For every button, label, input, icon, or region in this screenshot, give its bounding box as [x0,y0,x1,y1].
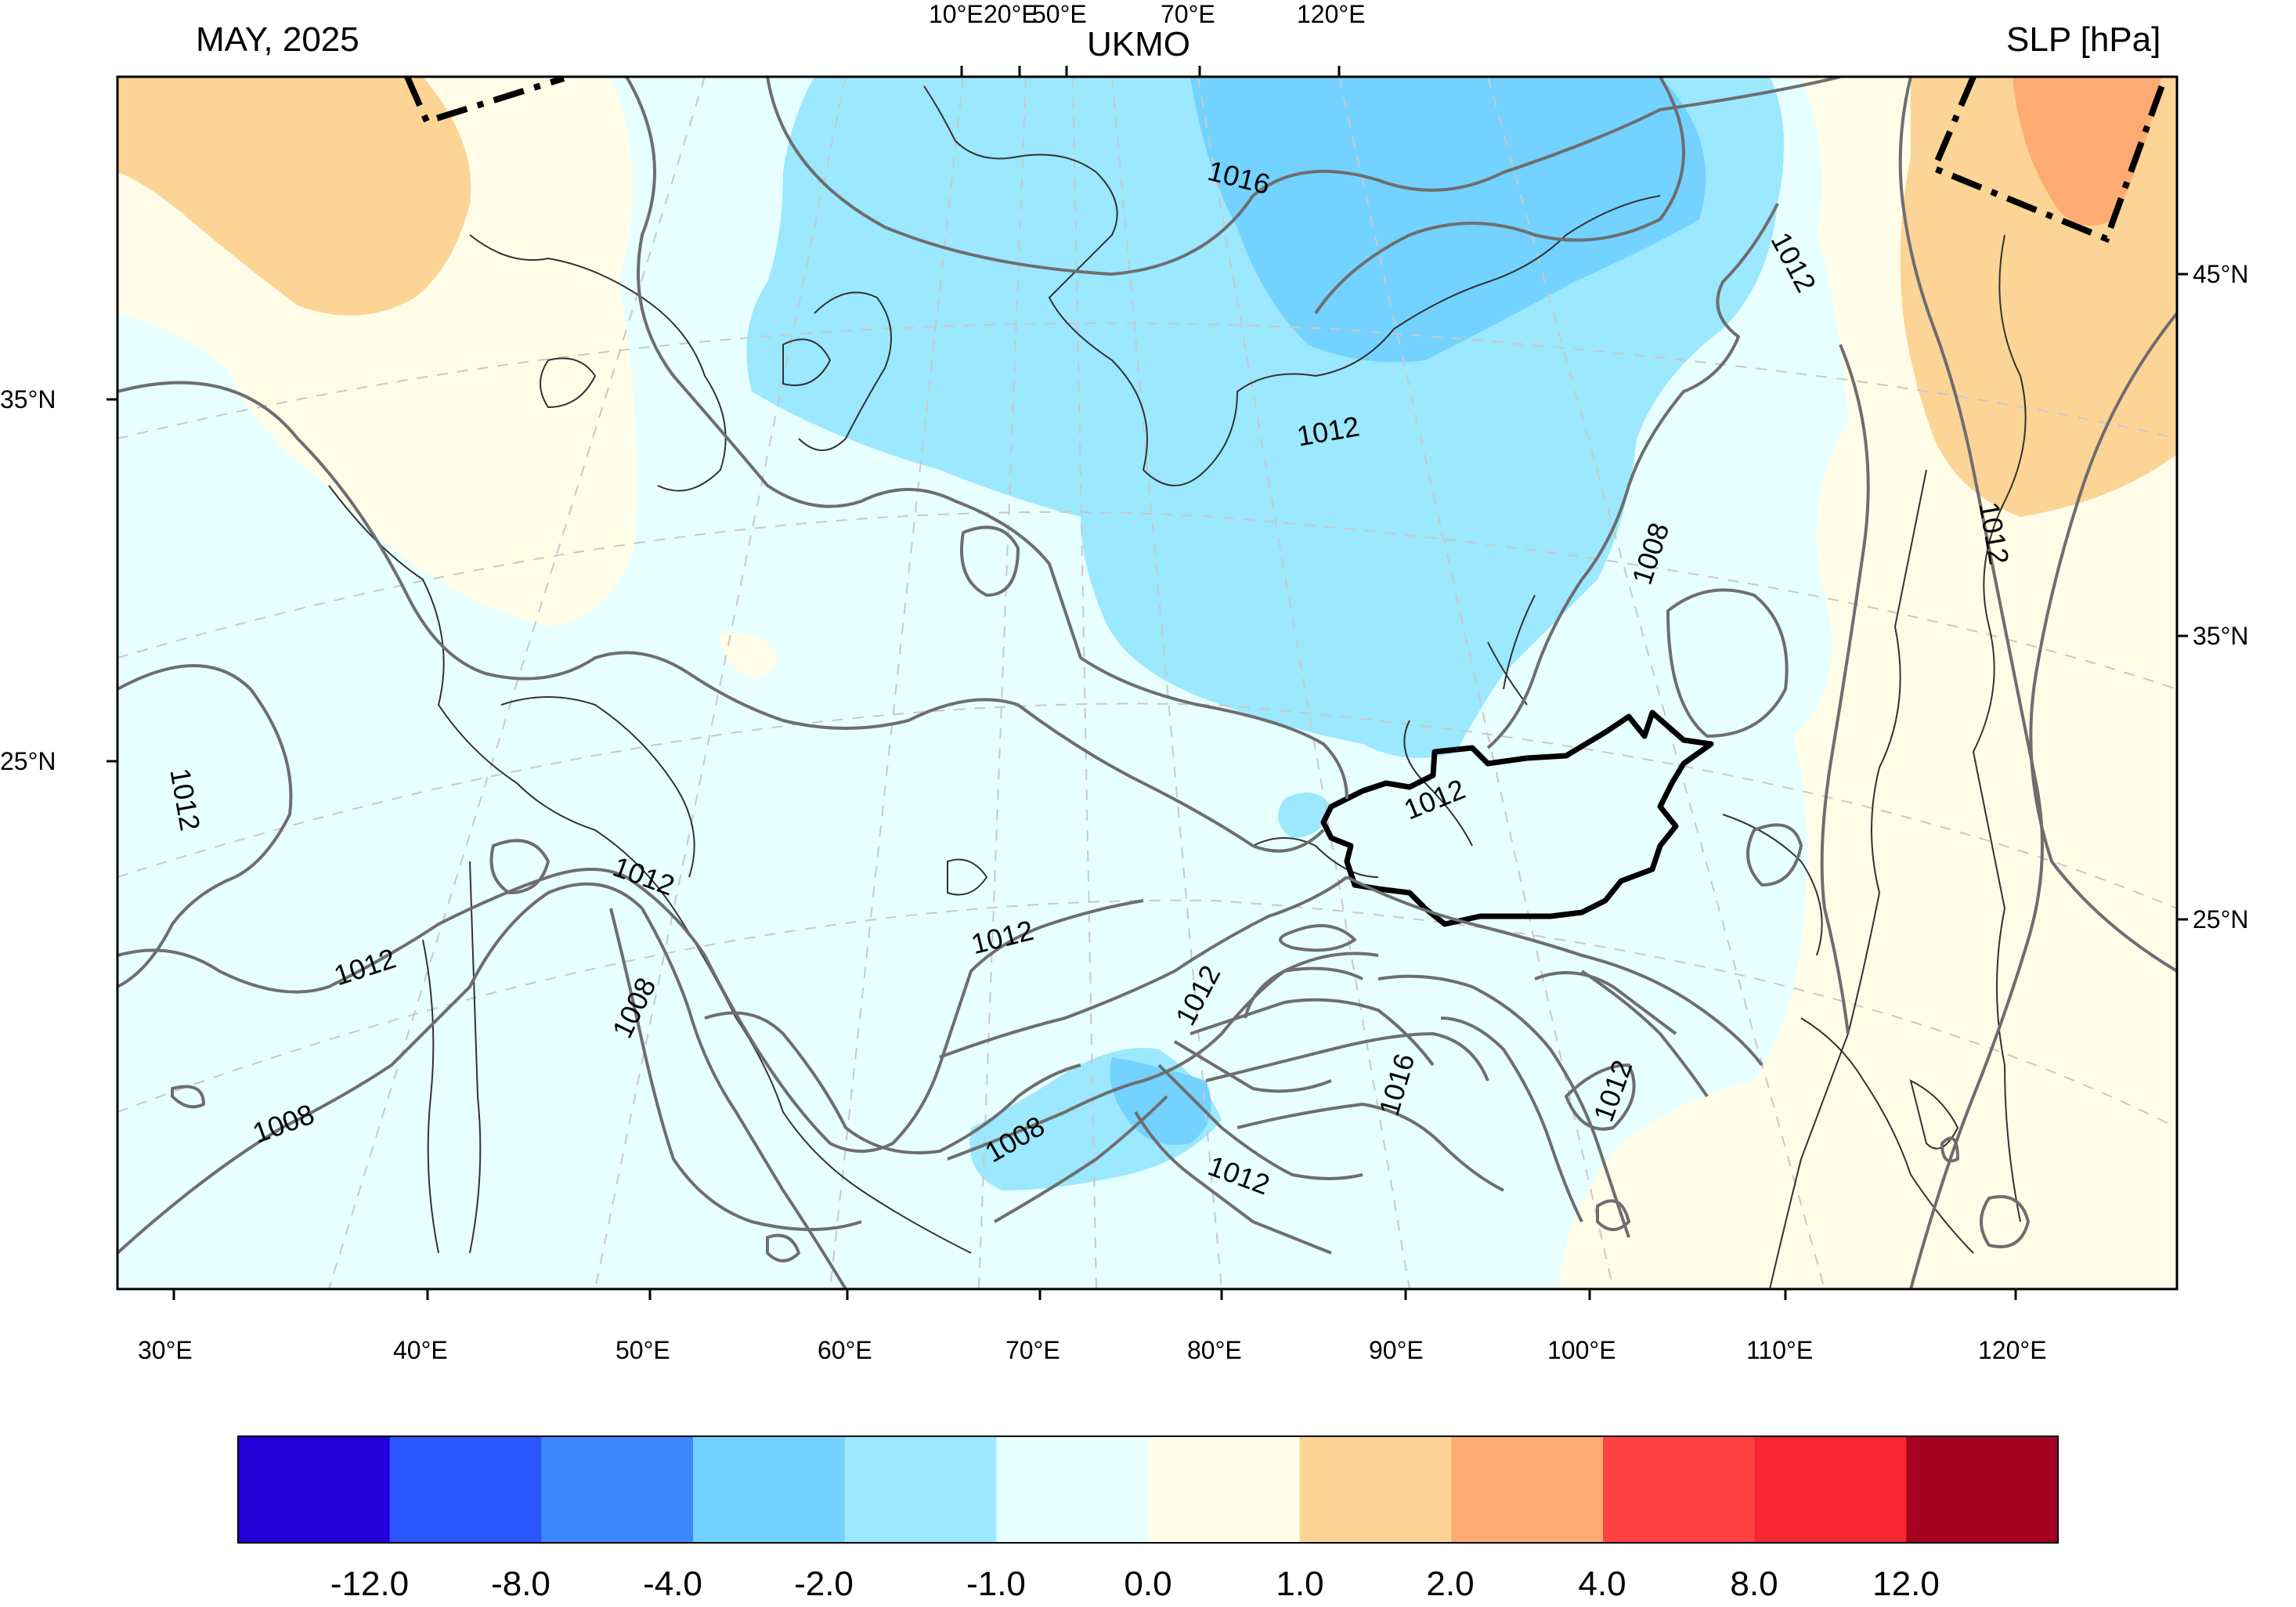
map-frame [116,75,2179,1291]
mongolia-outline [1320,710,1714,927]
variable-label: SLP [hPa] [2006,20,2161,59]
anomaly-positive-patch [720,632,777,677]
bottom-lon-tick: 100°E [1547,1336,1616,1364]
region-box-ne [1930,77,2168,244]
colorbar-tick: -4.0 [643,1565,702,1603]
colorbar-tick: 0.0 [1124,1565,1172,1603]
bottom-lon-tick: 80°E [1187,1336,1242,1364]
top-lon-tick: 120°E [1297,0,1366,28]
colorbar-tick: 2.0 [1426,1565,1475,1603]
side-tick-marks [106,273,2188,921]
left-lat-tick: 25°N [0,747,56,775]
bottom-lon-tick: 120°E [1978,1336,2047,1364]
bottom-lon-tick: 60°E [818,1336,872,1364]
region-box-nw [404,77,565,125]
top-lon-tick: 20°E [984,0,1038,28]
anomaly-negative4-north [1190,77,1706,363]
bottom-lon-tick: 90°E [1369,1336,1424,1364]
colorbar-tick: -2.0 [794,1565,854,1603]
bottom-tick-marks [172,1289,2017,1300]
colorbar-tick: -1.0 [966,1565,1026,1603]
right-lat-tick: 35°N [2193,622,2249,650]
top-lon-tick: 70°E [1161,0,1215,28]
bottom-lon-tick: 70°E [1005,1336,1060,1364]
bottom-lon-tick: 30°E [138,1336,193,1364]
left-lat-tick: 35°N [0,385,56,413]
bottom-lon-tick: 50°E [616,1336,670,1364]
isobars [117,77,2177,1289]
anomaly-negative2-patch [1278,793,1331,838]
anomaly-positive4-ne [2013,77,2161,226]
top-tick-marks [960,66,1341,77]
bottom-lon-tick: 110°E [1746,1336,1814,1364]
graticule [117,77,2177,1289]
colorbar-tick: -12.0 [330,1565,410,1603]
colorbar-tick: 4.0 [1578,1565,1626,1603]
top-lon-tick: 50°E [1032,0,1087,28]
model-label: UKMO [1087,25,1190,63]
map-date-label: MAY, 2025 [196,20,359,59]
anomaly-positive2-nw [117,77,471,316]
bottom-lon-tick: 40°E [393,1336,448,1364]
top-lon-tick: 10°E [929,0,984,28]
colorbar-tick: 8.0 [1730,1565,1778,1603]
coastlines [328,85,2027,1289]
colorbar-tick: -8.0 [491,1565,551,1603]
right-lat-tick: 25°N [2193,905,2249,934]
colorbar-tick: 1.0 [1276,1565,1324,1603]
right-lat-tick: 45°N [2193,260,2249,288]
colorbar-tick: 12.0 [1872,1565,1940,1603]
